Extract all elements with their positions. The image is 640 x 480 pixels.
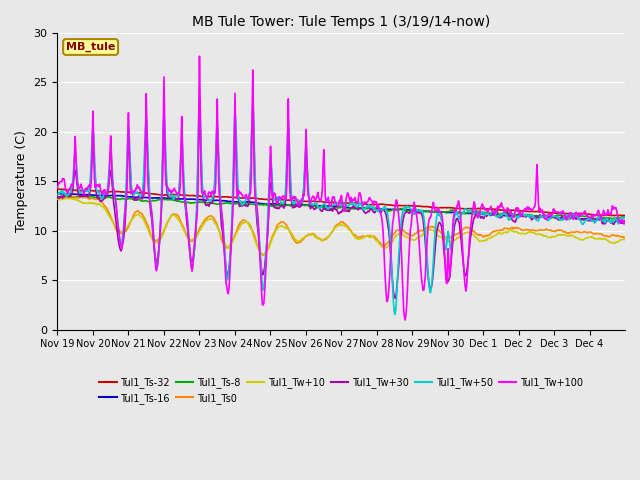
Y-axis label: Temperature (C): Temperature (C) — [15, 131, 28, 232]
Legend: Tul1_Ts-32, Tul1_Ts-16, Tul1_Ts-8, Tul1_Ts0, Tul1_Tw+10, Tul1_Tw+30, Tul1_Tw+50,: Tul1_Ts-32, Tul1_Ts-16, Tul1_Ts-8, Tul1_… — [95, 373, 588, 408]
Text: MB_tule: MB_tule — [66, 42, 115, 52]
Title: MB Tule Tower: Tule Temps 1 (3/19/14-now): MB Tule Tower: Tule Temps 1 (3/19/14-now… — [192, 15, 490, 29]
